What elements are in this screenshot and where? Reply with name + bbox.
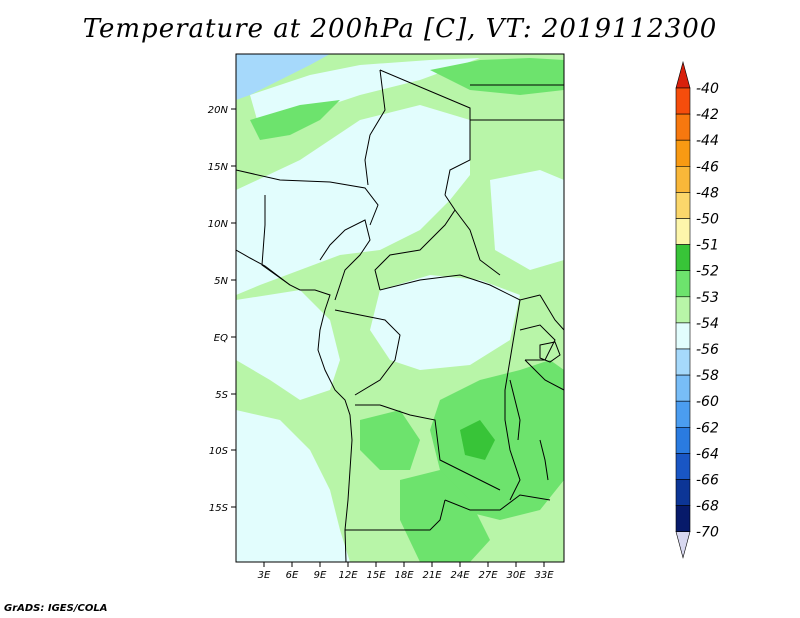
legend-swatch xyxy=(675,270,691,298)
legend-swatch xyxy=(675,479,691,506)
grads-credit: GrADS: IGES/COLA xyxy=(4,603,108,614)
lake-tanganyika xyxy=(509,379,521,441)
lon-tick-label: 3E xyxy=(258,570,271,581)
field-cyan-north xyxy=(236,105,470,295)
legend-arrow-top xyxy=(675,60,691,89)
field-cyan-central xyxy=(370,275,520,370)
legend-swatch xyxy=(675,113,691,141)
legend-swatch xyxy=(675,322,691,350)
legend-swatch xyxy=(675,348,691,376)
legend-swatch xyxy=(675,218,691,245)
lat-tick-label: 15N xyxy=(208,162,229,173)
lon-tick-label: 33E xyxy=(534,570,554,581)
legend-label: -48 xyxy=(696,185,719,201)
legend-label: -68 xyxy=(696,499,719,515)
lon-tick-label: 6E xyxy=(286,570,299,581)
border-algeria-libya xyxy=(364,69,386,186)
legend-label: -62 xyxy=(696,420,719,436)
lat-tick-label: 20N xyxy=(208,105,229,116)
lon-tick-label: 15E xyxy=(366,570,386,581)
legend-swatch xyxy=(675,192,691,219)
border-angola xyxy=(345,499,446,531)
border-congo xyxy=(334,309,401,396)
legend-label: -66 xyxy=(696,473,719,489)
temperature-field xyxy=(236,54,564,562)
legend-swatch xyxy=(675,244,691,272)
legend-label: -64 xyxy=(696,446,719,462)
lon-tick-label: 21E xyxy=(422,570,442,581)
lon-axis: 3E 6E 9E 12E 15E 18E 21E 24E 27E 30E 33E xyxy=(258,562,554,581)
border-chad-sudan xyxy=(454,209,501,276)
field-blue-corner xyxy=(236,54,330,100)
legend-label: -51 xyxy=(696,238,719,254)
legend-swatch xyxy=(675,296,691,324)
lon-tick-label: 27E xyxy=(478,570,498,581)
lon-tick-label: 24E xyxy=(450,570,470,581)
legend-label: -60 xyxy=(696,394,719,410)
legend-label: -52 xyxy=(696,264,719,280)
legend-label: -54 xyxy=(696,316,719,332)
legend-swatch xyxy=(675,453,691,480)
legend-swatch xyxy=(675,400,691,428)
lat-tick-label: 15S xyxy=(209,503,229,514)
lon-tick-label: 9E xyxy=(314,570,327,581)
field-green-dark-patch xyxy=(460,420,495,460)
legend-label: -42 xyxy=(696,107,719,123)
legend-label: -50 xyxy=(696,212,719,228)
legend-label: -58 xyxy=(696,368,719,384)
border-drc-south xyxy=(355,404,501,491)
legend-arrow-bottom xyxy=(675,531,691,559)
border-uganda xyxy=(519,324,556,361)
border-east-africa xyxy=(539,294,564,331)
lat-tick-label: 5N xyxy=(214,276,228,287)
legend-label: -56 xyxy=(696,342,719,358)
legend-swatch xyxy=(675,374,691,402)
field-green-south xyxy=(400,470,490,562)
legend-swatch xyxy=(675,505,691,533)
map-frame xyxy=(235,53,565,563)
field-cyan-west-coast xyxy=(236,290,340,400)
lon-tick-label: 30E xyxy=(506,570,526,581)
legend-swatch xyxy=(675,139,691,167)
legend-label: -46 xyxy=(696,159,719,175)
border-nigeria-cameroon xyxy=(319,219,371,301)
field-green-north xyxy=(250,100,340,140)
lat-tick-label: 10N xyxy=(208,219,229,230)
lat-tick-label: 10S xyxy=(209,446,229,457)
chart-title: Temperature at 200hPa [C], VT: 201911230… xyxy=(82,14,718,44)
country-borders xyxy=(236,69,564,562)
legend-label: -70 xyxy=(696,525,719,541)
border-nigeria xyxy=(261,195,291,286)
legend-swatch xyxy=(675,426,691,454)
legend-label: -53 xyxy=(696,290,719,306)
legend-label: -44 xyxy=(696,133,719,149)
field-green-south-west xyxy=(360,410,420,470)
lat-tick-label: EQ xyxy=(214,333,228,344)
field-cyan-east xyxy=(490,170,564,270)
border-mali-niger xyxy=(236,169,379,226)
field-cyan-south xyxy=(236,410,350,562)
lake-malawi xyxy=(539,439,549,481)
border-zambia xyxy=(444,494,551,511)
field-green-northeast xyxy=(430,58,564,95)
lon-tick-label: 18E xyxy=(394,570,414,581)
color-legend: -40 -42 -44 -46 -48 -50 -51 -52 -53 -54 -56 -58 -60 -… xyxy=(675,60,719,559)
lat-axis: 20N 15N 10N 5N EQ 5S 10S 15S xyxy=(208,105,236,514)
legend-swatch xyxy=(675,87,691,115)
lake-victoria xyxy=(539,341,561,363)
legend-label: -40 xyxy=(696,81,719,97)
lon-tick-label: 12E xyxy=(338,570,358,581)
border-drc-east xyxy=(504,299,521,501)
field-green-southeast xyxy=(430,360,564,520)
lat-tick-label: 5S xyxy=(215,390,228,401)
border-libya-egypt xyxy=(379,69,471,196)
border-tanzania xyxy=(524,359,564,391)
border-car xyxy=(379,274,541,301)
legend-swatch xyxy=(675,166,691,193)
